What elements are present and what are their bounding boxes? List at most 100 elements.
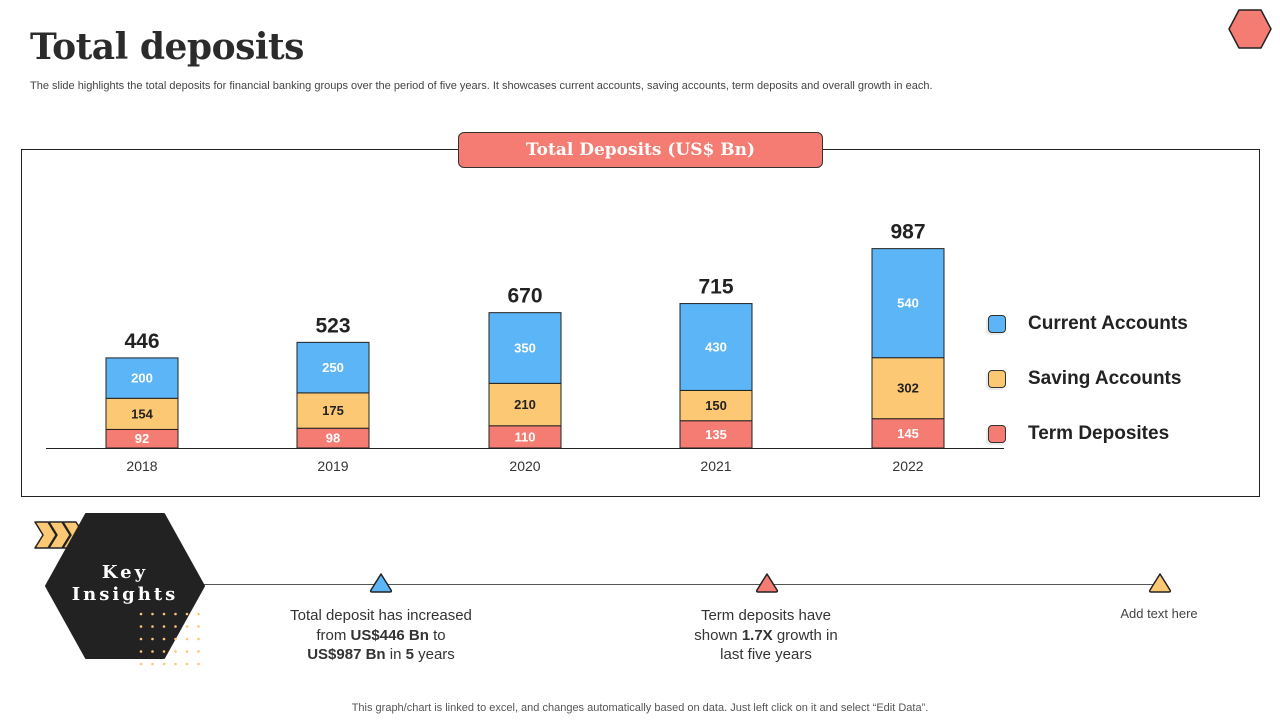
insight1-text-a: Total deposit has increased xyxy=(290,607,472,624)
decor-dot xyxy=(197,662,200,666)
insight1-text-b: from xyxy=(316,626,351,644)
bar-current-2022 xyxy=(871,248,945,359)
insight1-line2: from US$446 Bn to xyxy=(261,626,501,646)
legend-item-saving-accounts: Saving Accounts xyxy=(988,351,1188,406)
total-label-2019: 523 xyxy=(315,314,350,337)
x-tick-label-2019: 2019 xyxy=(317,458,348,474)
data-label-term-2018: 92 xyxy=(135,431,149,446)
insight-marker-blue-icon xyxy=(369,573,393,593)
page-subtitle: The slide highlights the total deposits … xyxy=(30,80,933,92)
data-label-current-2021: 430 xyxy=(705,340,727,355)
insight1-bold-start: US$446 Bn xyxy=(350,626,429,644)
decor-dot xyxy=(174,662,177,666)
legend-swatch-saving xyxy=(988,369,1006,388)
data-label-saving-2018: 154 xyxy=(131,406,153,421)
decor-dot xyxy=(197,612,200,616)
insight-deposit-increase: Total deposit has increased from US$446 … xyxy=(261,606,501,665)
decor-dot xyxy=(185,625,189,628)
key-insights-line2: Insights xyxy=(71,584,179,605)
decor-dot xyxy=(174,612,177,616)
decor-dot xyxy=(139,612,143,616)
data-label-term-2021: 135 xyxy=(705,427,727,442)
bar-saving-2019 xyxy=(296,392,370,429)
legend-label-saving: Saving Accounts xyxy=(1028,367,1182,389)
decor-dot xyxy=(197,637,200,641)
data-label-saving-2020: 210 xyxy=(514,397,536,412)
decor-dot xyxy=(162,625,166,628)
decor-dot xyxy=(151,662,154,666)
data-label-current-2018: 200 xyxy=(131,371,153,386)
decor-dot xyxy=(197,650,200,653)
data-label-saving-2019: 175 xyxy=(322,403,344,418)
insight-placeholder: Add text here xyxy=(1120,606,1198,621)
chart-title: Total Deposits (US$ Bn) xyxy=(458,132,823,168)
insight-marker-yellow-icon xyxy=(1148,573,1172,593)
decor-dot xyxy=(139,625,143,628)
decor-dot xyxy=(174,625,177,628)
decor-dot xyxy=(139,662,143,666)
footer-note: This graph/chart is linked to excel, and… xyxy=(351,702,929,714)
decor-dot xyxy=(197,625,200,628)
total-label-2022: 987 xyxy=(890,221,925,244)
decor-dot xyxy=(185,612,189,616)
decor-dot xyxy=(174,637,177,641)
data-label-current-2019: 250 xyxy=(322,360,344,375)
decor-dot xyxy=(139,637,143,641)
data-label-current-2020: 350 xyxy=(514,341,536,356)
decor-dot xyxy=(185,650,189,653)
insight1-line3: US$987 Bn in 5 years xyxy=(261,645,501,665)
bar-current-2020 xyxy=(488,312,562,384)
insight2-line2: shown 1.7X growth in xyxy=(646,626,886,646)
x-tick-label-2020: 2020 xyxy=(509,458,540,474)
decor-dot xyxy=(185,662,189,666)
total-label-2018: 446 xyxy=(124,330,159,353)
bar-saving-2022 xyxy=(871,357,945,420)
decor-dot xyxy=(162,637,166,641)
insight1-text-c: to xyxy=(428,626,446,644)
decor-dot xyxy=(162,612,166,616)
decor-dot xyxy=(185,637,189,641)
bar-term-2021 xyxy=(679,420,753,449)
data-label-term-2022: 145 xyxy=(897,426,919,441)
insight-marker-red-icon xyxy=(755,573,779,593)
decor-dot xyxy=(174,650,177,653)
decor-dot xyxy=(162,650,166,653)
insight2-text-a: shown xyxy=(694,626,742,644)
legend-item-current-accounts: Current Accounts xyxy=(988,296,1188,351)
key-insights-label: Key Insights xyxy=(44,562,206,606)
x-tick-label-2018: 2018 xyxy=(126,458,157,474)
decor-dot xyxy=(151,650,154,653)
decorative-dots-pattern xyxy=(139,612,200,666)
x-tick-label-2021: 2021 xyxy=(700,458,731,474)
insight2-line1: Term deposits have xyxy=(700,607,832,624)
decor-dot xyxy=(151,612,154,616)
insight2-line3: last five years xyxy=(720,646,812,663)
insight1-line1: Total deposit has increased xyxy=(261,606,501,626)
insight1-text-d: in xyxy=(385,646,406,663)
total-label-2020: 670 xyxy=(507,285,542,308)
chart-legend: Current Accounts Saving Accounts Term De… xyxy=(988,296,1188,461)
key-insights-line1: Key xyxy=(101,562,149,583)
total-label-2021: 715 xyxy=(698,276,733,299)
corner-hexagon-icon xyxy=(1228,9,1272,49)
decor-dot xyxy=(162,662,166,666)
legend-item-term-deposites: Term Deposites xyxy=(988,406,1188,461)
bar-saving-2020 xyxy=(488,382,562,427)
legend-swatch-term xyxy=(988,424,1006,443)
bar-current-2021 xyxy=(679,303,753,391)
insight2-text-b: growth in xyxy=(772,626,838,644)
insight1-bold-end: US$987 Bn xyxy=(307,646,386,663)
insight1-bold-years: 5 xyxy=(405,646,414,663)
bar-saving-2021 xyxy=(679,389,753,422)
legend-label-term: Term Deposites xyxy=(1028,422,1170,444)
data-label-saving-2021: 150 xyxy=(705,398,727,413)
decor-dot xyxy=(151,625,154,628)
data-label-term-2019: 98 xyxy=(326,431,340,446)
data-label-current-2022: 540 xyxy=(897,296,919,311)
data-label-saving-2022: 302 xyxy=(897,381,919,396)
insight-term-growth: Term deposits have shown 1.7X growth in … xyxy=(646,606,886,665)
bar-current-2019 xyxy=(296,341,370,394)
insights-timeline-line xyxy=(200,584,1162,585)
decor-dot xyxy=(151,637,154,641)
